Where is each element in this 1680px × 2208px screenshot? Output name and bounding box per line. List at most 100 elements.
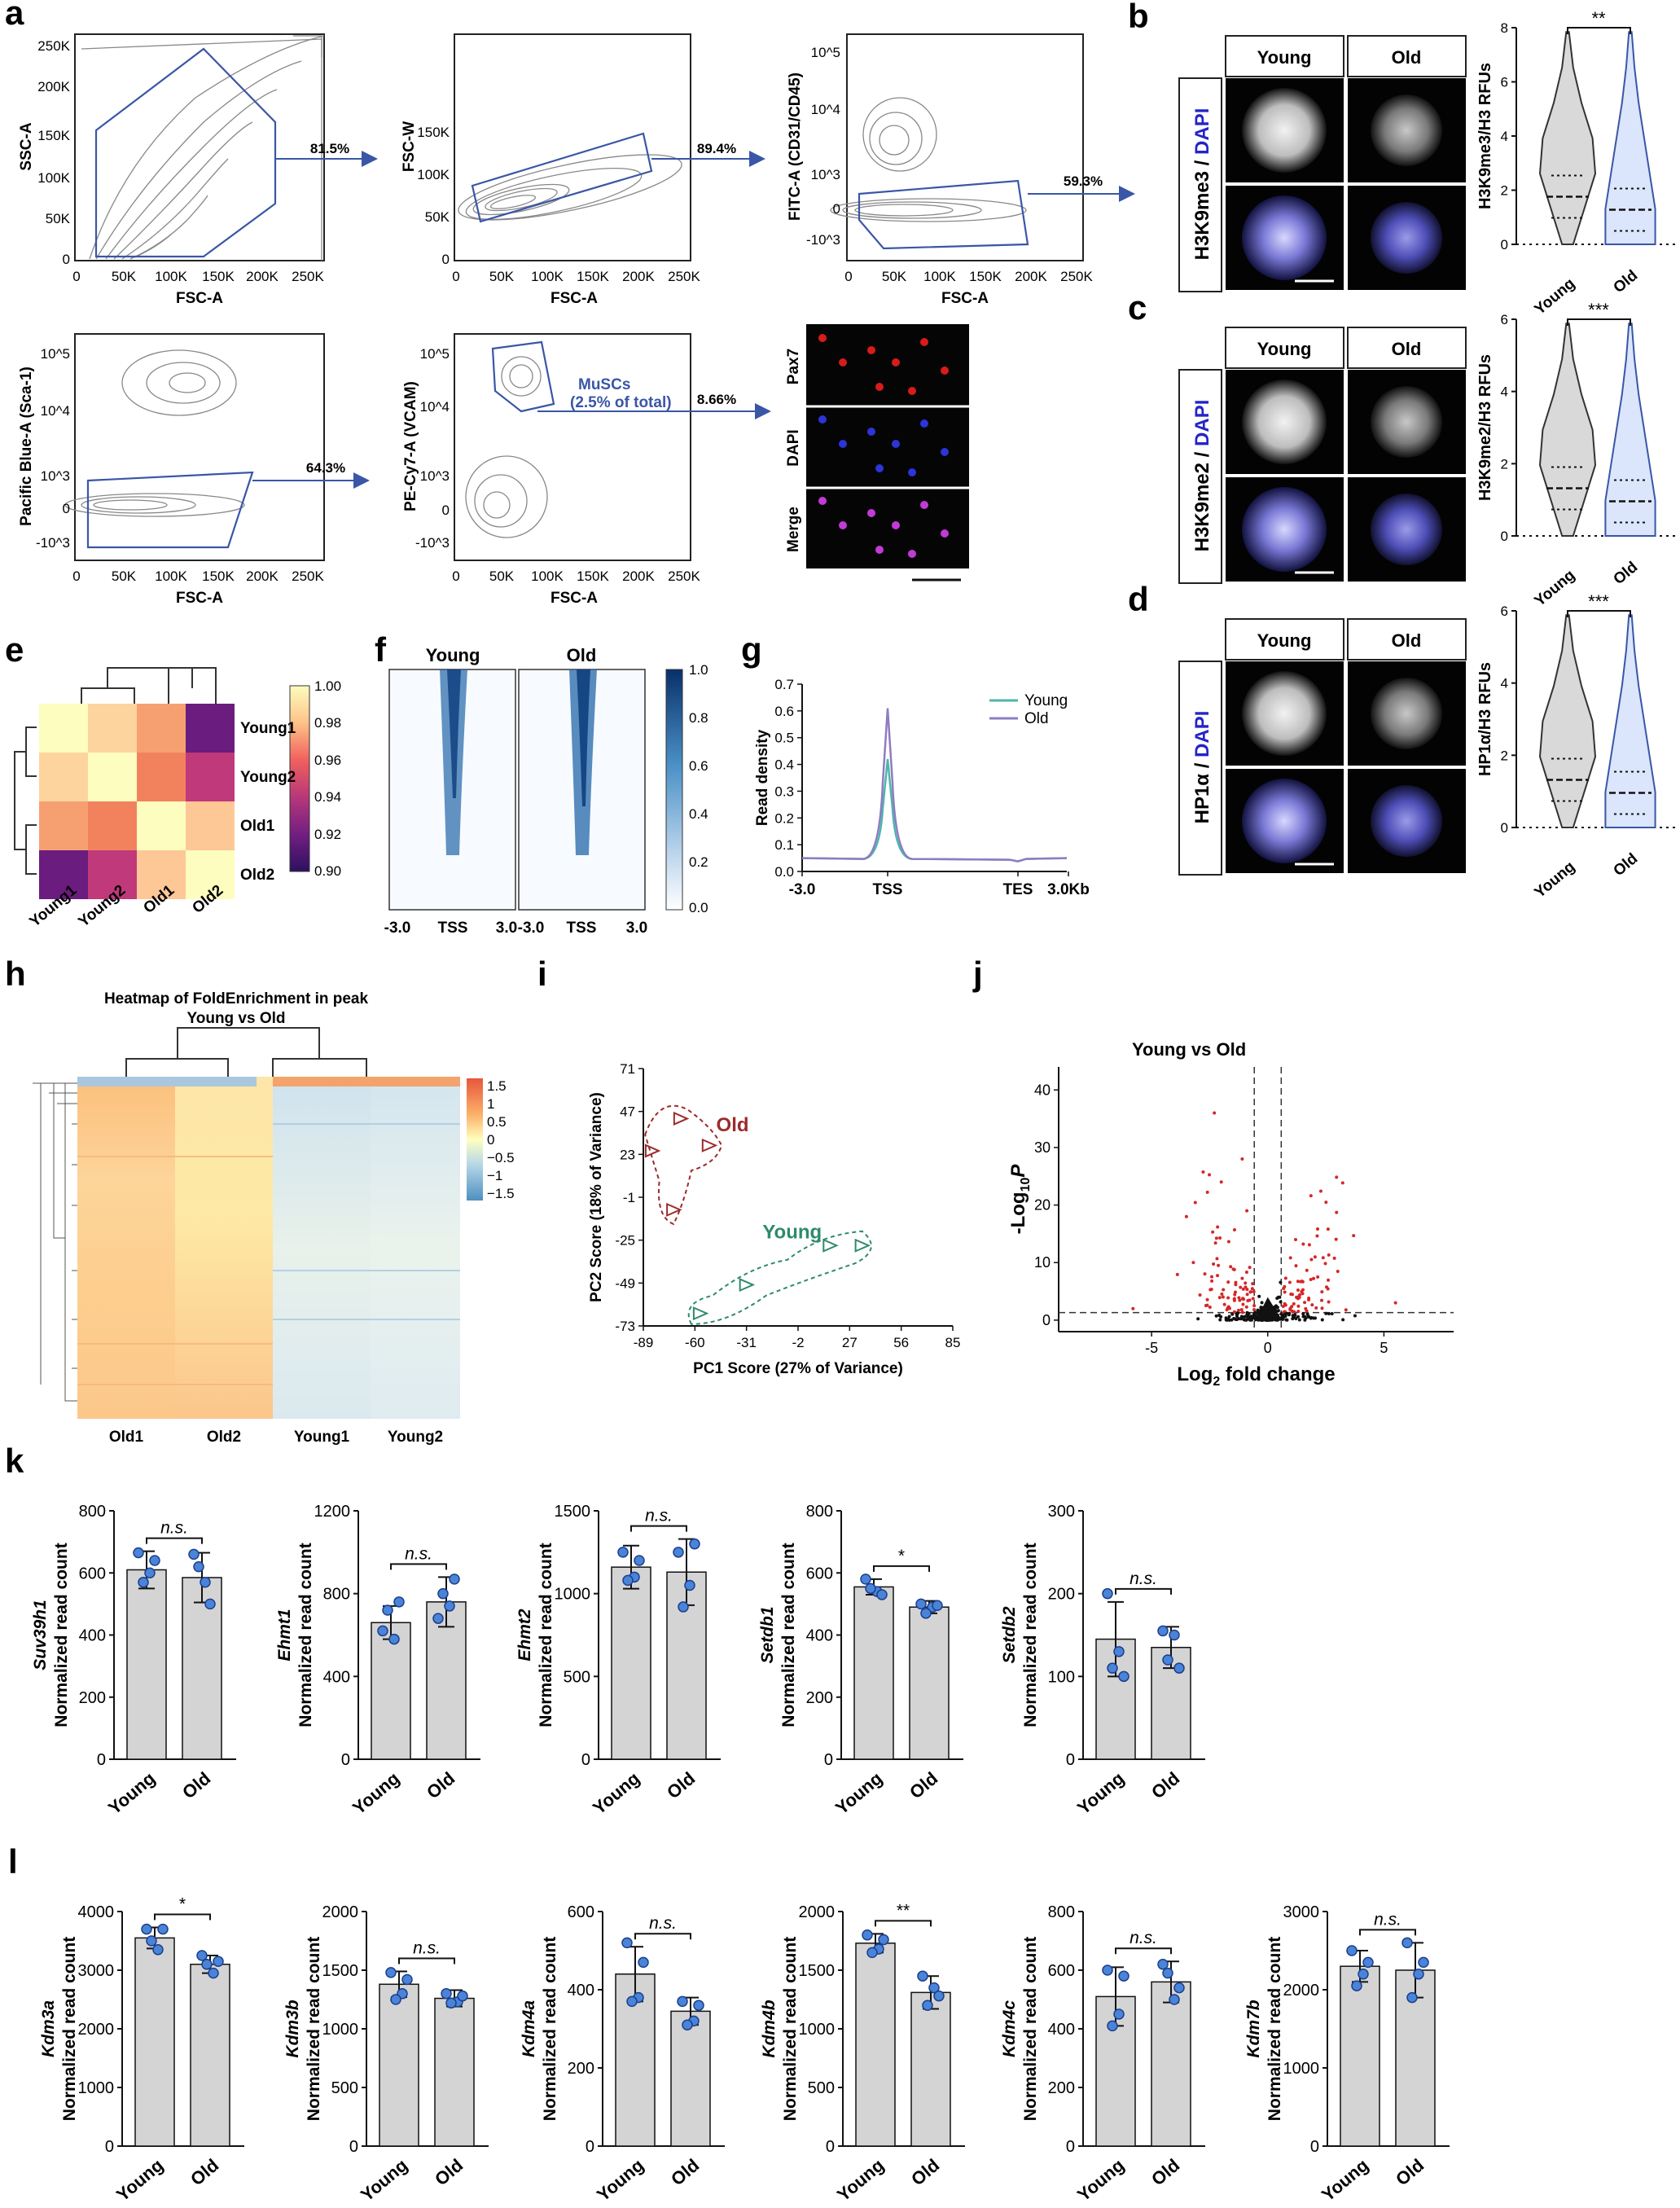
j-point [1325, 1285, 1329, 1289]
e-row-label: Young2 [240, 769, 296, 786]
bar-category: Old [1392, 2155, 1428, 2190]
data-point [617, 1547, 629, 1558]
data-point [1162, 1654, 1173, 1666]
bcd-panels: b Young Old H3K9me3 / DAPI 0 2 4 6 8 H3K9me3/H3 R… [1128, 0, 1676, 902]
j-point [1321, 1256, 1325, 1260]
j-point [1237, 1296, 1241, 1300]
y-tick-label: 4 [1501, 129, 1508, 144]
i-ytick: 23 [620, 1147, 635, 1162]
bar-category: Old [667, 2155, 703, 2190]
data-point [141, 1923, 152, 1935]
j-point [1316, 1275, 1320, 1279]
panel-l-label: l [8, 1842, 18, 1881]
bar-ytick: 500 [331, 2079, 358, 2097]
sig-label: n.s. [413, 1938, 441, 1957]
bar-ytick: 100 [1048, 1668, 1075, 1686]
j-point [1215, 1257, 1219, 1261]
bar-ytick: 1500 [555, 1503, 591, 1521]
flow-4-xlabel: FSC-A [176, 590, 223, 607]
bar-chart-Ehmt1: 0 400 800 1200 Young Old n.s. Ehmt1 Normalized r… [275, 1503, 480, 1819]
j-point [1253, 1315, 1257, 1319]
bar [190, 1964, 230, 2147]
j-point [1232, 1310, 1236, 1314]
flow-4-xtick: 50K [112, 568, 137, 584]
i-group-old: Old [717, 1114, 749, 1136]
g-ytick: 0.1 [774, 837, 794, 853]
data-point [204, 1598, 216, 1610]
j-point [1205, 1303, 1209, 1307]
j-point [1234, 1317, 1238, 1321]
j-point [1296, 1288, 1300, 1293]
i-xtick: 56 [893, 1335, 909, 1350]
data-point [401, 1973, 413, 1986]
data-point [876, 1589, 888, 1600]
data-point [1169, 1994, 1180, 2005]
j-point [1218, 1318, 1222, 1322]
j-point [1297, 1318, 1301, 1322]
flow-2-xtick: 0 [452, 269, 459, 284]
j-point [1214, 1314, 1218, 1318]
bar-ytick: 600 [806, 1565, 833, 1582]
nucleus [1242, 380, 1327, 464]
f-xtick: -3.0 [518, 920, 545, 937]
y-tick-label: 8 [1501, 20, 1508, 36]
group-old-header: Old [1392, 339, 1422, 359]
j-point [1208, 1305, 1212, 1309]
j-point [1393, 1301, 1397, 1305]
flow-1-xtick: 200K [246, 269, 279, 284]
j-point [1236, 1308, 1240, 1312]
bar-chart-Kdm3a: 0 1000 2000 3000 4000 Young Old * Kdm3a Normalize… [39, 1894, 244, 2206]
bar [134, 1937, 175, 2147]
bar-ytick: 1000 [555, 1586, 591, 1604]
panel-h-label: h [5, 955, 26, 993]
violin-old [1604, 614, 1656, 828]
flow-1-xtick: 0 [72, 269, 80, 284]
f-cbar-tick: 0.6 [689, 758, 708, 774]
sig-bracket [146, 1537, 203, 1544]
data-point [932, 1600, 943, 1612]
nucleus [1371, 494, 1442, 565]
j-point [1315, 1234, 1319, 1238]
j-point [1344, 1308, 1348, 1312]
bar-category: Old [663, 1768, 699, 1803]
i-ytick: -73 [615, 1319, 635, 1334]
bar-ytick: 400 [568, 1982, 594, 1999]
y-tick-label: 6 [1501, 75, 1508, 90]
flow-plot-3: FITC-A (CD31/CD45) FSC-A 10^5 10^4 10^3 … [787, 33, 1135, 307]
i-point [739, 1278, 756, 1293]
e-heatmap-cell [137, 850, 186, 899]
e-row-label: Old1 [240, 818, 275, 835]
e-row-label: Old2 [240, 867, 274, 884]
bar [379, 1983, 419, 2147]
bar-ytick: 2000 [1283, 1982, 1320, 1999]
group-label-old: Old [1610, 559, 1641, 588]
flow-plot-4: Pacific Blue-A (Sca-1) FSC-A 10^5 10^4 1… [18, 333, 370, 607]
sig-bracket [1567, 27, 1631, 34]
j-point [1307, 1315, 1311, 1319]
header-box [1347, 618, 1467, 661]
bar-ytick: 0 [1310, 2138, 1319, 2156]
nucleus [1242, 779, 1327, 863]
violin-ylabel: HP1α/H3 RFUs [1476, 662, 1494, 776]
flow-5-ytick: 10^4 [420, 399, 450, 415]
g-legend-label: Young [1024, 692, 1068, 709]
flow-4-ytick: 0 [63, 501, 70, 516]
j-point [1245, 1310, 1249, 1315]
flow-1-xtick: 250K [292, 269, 324, 284]
j-point [1252, 1290, 1256, 1294]
j-point [1291, 1314, 1295, 1318]
data-point [928, 1982, 940, 1994]
bar-ytick: 200 [1048, 1586, 1075, 1604]
j-point [1326, 1227, 1330, 1231]
i-ytick: 71 [620, 1061, 635, 1077]
bar [670, 2010, 711, 2147]
sig-label: n.s. [1130, 1929, 1157, 1947]
bar-ytick: 1000 [322, 2021, 359, 2039]
e-cbar-tick: 0.92 [314, 827, 341, 842]
i-point [644, 1144, 661, 1158]
j-point [1214, 1236, 1218, 1240]
bar-ylabel: Setdb2 Normalized read count [1000, 1543, 1040, 1727]
flow-2-xtick: 250K [668, 269, 700, 284]
h-col-label: Young2 [388, 1429, 443, 1446]
